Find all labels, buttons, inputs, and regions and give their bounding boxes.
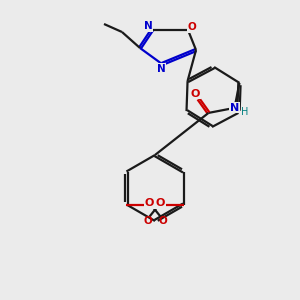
Text: O: O — [145, 199, 154, 208]
Text: N: N — [157, 64, 165, 74]
Text: O: O — [156, 199, 165, 208]
Text: H: H — [241, 107, 248, 117]
Text: O: O — [158, 217, 167, 226]
Text: N: N — [144, 21, 152, 31]
Text: O: O — [143, 217, 152, 226]
Text: O: O — [191, 89, 200, 99]
Text: N: N — [230, 103, 239, 113]
Text: O: O — [188, 22, 196, 32]
